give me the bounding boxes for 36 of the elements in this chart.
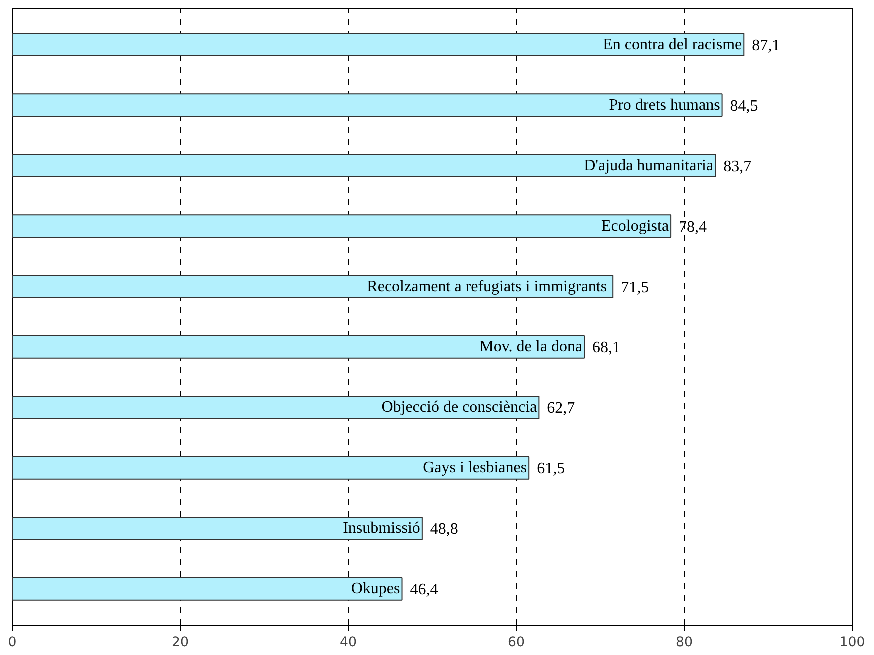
x-tick-label: 0 xyxy=(8,636,17,650)
y-tick-label: Pro drets humans xyxy=(609,96,720,114)
data-label: 87,1 xyxy=(752,37,780,54)
y-tick-label: D'ajuda humanitaria xyxy=(584,157,714,174)
bar xyxy=(12,154,716,178)
data-label: 46,4 xyxy=(410,582,438,599)
data-label: 78,4 xyxy=(679,218,708,236)
y-tick-label: Recolzament a refugiats i immigrants xyxy=(367,278,608,296)
bar xyxy=(12,456,530,480)
bar xyxy=(12,33,745,56)
bar xyxy=(12,275,614,298)
y-tick-label: Gays i lesbianes xyxy=(423,460,528,477)
bar xyxy=(12,336,586,359)
x-tick-label: 60 xyxy=(508,636,525,650)
bar xyxy=(12,94,723,117)
data-label: 84,5 xyxy=(730,98,758,115)
bar xyxy=(12,214,672,238)
y-tick-label: Ecologista xyxy=(602,218,670,235)
bar xyxy=(12,578,403,601)
y-tick-label: Insubmissió xyxy=(343,520,420,538)
data-label: 83,7 xyxy=(724,158,752,176)
data-label: 68,1 xyxy=(592,340,621,357)
bar xyxy=(12,517,423,540)
data-label: 61,5 xyxy=(537,460,566,478)
y-tick-label: Okupes xyxy=(351,580,400,598)
data-label: 71,5 xyxy=(621,279,650,296)
y-tick-label: Objecció de consciència xyxy=(382,399,538,416)
x-tick-label: 40 xyxy=(340,636,357,650)
bar xyxy=(12,396,540,420)
x-tick-label: 100 xyxy=(840,636,866,650)
data-label: 48,8 xyxy=(430,521,458,538)
y-tick-label: Mov. de la dona xyxy=(480,338,583,356)
y-tick-label: En contra del racisme xyxy=(603,36,742,54)
x-tick-label: 20 xyxy=(172,636,189,650)
x-tick-label: 80 xyxy=(676,636,693,650)
data-label: 62,7 xyxy=(547,400,576,418)
